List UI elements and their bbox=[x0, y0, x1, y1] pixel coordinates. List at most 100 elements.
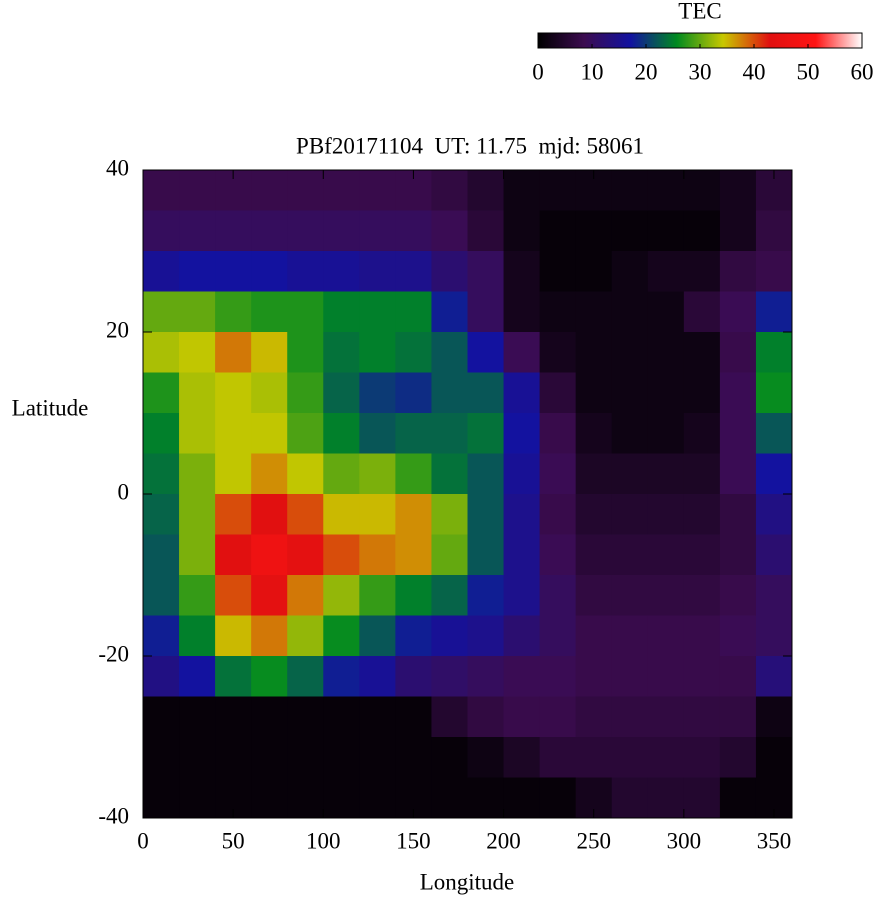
heat-cell bbox=[647, 737, 685, 778]
heat-cell bbox=[287, 494, 324, 535]
heat-cell bbox=[467, 332, 505, 373]
heat-cell bbox=[323, 737, 360, 778]
heat-cell bbox=[359, 656, 396, 697]
heat-cell bbox=[539, 656, 577, 697]
heat-cell bbox=[467, 534, 505, 576]
heat-cell bbox=[215, 372, 252, 414]
heat-cell bbox=[539, 615, 577, 657]
heat-cell bbox=[431, 210, 468, 252]
heat-cell bbox=[575, 737, 613, 778]
heat-cell bbox=[287, 737, 324, 778]
heat-cell bbox=[575, 615, 613, 657]
heat-cell bbox=[179, 777, 216, 819]
heat-cell bbox=[251, 251, 288, 292]
heat-cell bbox=[323, 696, 360, 738]
heat-cell bbox=[719, 534, 757, 576]
heat-cell bbox=[359, 210, 396, 252]
heat-cell bbox=[215, 291, 252, 333]
heat-cell bbox=[251, 494, 288, 535]
heat-cell bbox=[575, 372, 613, 414]
heat-cell bbox=[251, 534, 288, 576]
heat-cell bbox=[683, 413, 721, 454]
heat-cell bbox=[467, 575, 505, 616]
heat-cell bbox=[611, 777, 649, 819]
heat-cell bbox=[323, 251, 360, 292]
heat-cell bbox=[251, 615, 288, 657]
heat-cell bbox=[287, 413, 324, 454]
x-tick-label: 50 bbox=[222, 828, 245, 853]
heat-cell bbox=[575, 696, 613, 738]
heat-cell bbox=[179, 615, 216, 657]
heat-cell bbox=[323, 494, 360, 535]
heat-cell bbox=[647, 494, 685, 535]
heat-cell bbox=[143, 777, 180, 819]
heat-cell bbox=[755, 453, 793, 495]
heat-cell bbox=[467, 696, 505, 738]
heat-cell bbox=[467, 170, 505, 211]
heat-cell bbox=[323, 575, 360, 616]
heat-cell bbox=[431, 170, 468, 211]
heat-cell bbox=[359, 494, 396, 535]
heat-cell bbox=[575, 494, 613, 535]
heat-cell bbox=[683, 777, 721, 819]
heat-cell bbox=[143, 332, 180, 373]
heat-cell bbox=[611, 413, 649, 454]
heat-cell bbox=[719, 615, 757, 657]
heat-cell bbox=[323, 170, 360, 211]
heat-cell bbox=[359, 777, 396, 819]
heat-cell bbox=[287, 332, 324, 373]
heat-cell bbox=[287, 291, 324, 333]
heat-cell bbox=[179, 372, 216, 414]
heat-cell bbox=[755, 372, 793, 414]
heat-cell bbox=[287, 251, 324, 292]
colorbar-tick-label: 60 bbox=[851, 59, 874, 84]
heat-cell bbox=[251, 453, 288, 495]
heat-cell bbox=[323, 777, 360, 819]
heat-cell bbox=[143, 372, 180, 414]
heat-cell bbox=[467, 737, 505, 778]
heat-cell bbox=[395, 615, 432, 657]
heat-cell bbox=[683, 534, 721, 576]
heat-cell bbox=[431, 737, 468, 778]
heat-cell bbox=[431, 251, 468, 292]
y-tick-label: 0 bbox=[118, 479, 130, 504]
heat-cell bbox=[539, 696, 577, 738]
heat-cell bbox=[503, 291, 541, 333]
x-tick-label: 150 bbox=[396, 828, 431, 853]
heat-cell bbox=[539, 251, 577, 292]
heat-cell bbox=[179, 575, 216, 616]
heat-cell bbox=[647, 170, 685, 211]
heat-cell bbox=[719, 494, 757, 535]
heat-cell bbox=[683, 737, 721, 778]
heat-cell bbox=[395, 291, 432, 333]
heat-cell bbox=[215, 251, 252, 292]
heat-cell bbox=[719, 210, 757, 252]
heat-cell bbox=[683, 696, 721, 738]
y-axis-label: Latitude bbox=[12, 395, 89, 420]
heat-cell bbox=[611, 210, 649, 252]
heat-cell bbox=[503, 494, 541, 535]
heat-cell bbox=[719, 696, 757, 738]
heat-cell bbox=[575, 332, 613, 373]
heat-cell bbox=[539, 575, 577, 616]
heat-cell bbox=[467, 251, 505, 292]
heat-cell bbox=[215, 210, 252, 252]
heat-cell bbox=[179, 656, 216, 697]
heat-cell bbox=[395, 210, 432, 252]
heat-cell bbox=[359, 413, 396, 454]
heat-cell bbox=[575, 413, 613, 454]
heat-cell bbox=[143, 210, 180, 252]
heat-cell bbox=[503, 534, 541, 576]
colorbar-tick-label: 10 bbox=[581, 59, 604, 84]
colorbar-tick-label: 20 bbox=[635, 59, 658, 84]
heat-cell bbox=[503, 615, 541, 657]
heat-cell bbox=[395, 494, 432, 535]
heat-cell bbox=[179, 291, 216, 333]
heat-cell bbox=[215, 575, 252, 616]
heat-cell bbox=[611, 656, 649, 697]
heat-cell bbox=[755, 737, 793, 778]
heat-cell bbox=[251, 372, 288, 414]
heat-cell bbox=[719, 777, 757, 819]
heat-cell bbox=[287, 615, 324, 657]
heat-cell bbox=[287, 453, 324, 495]
